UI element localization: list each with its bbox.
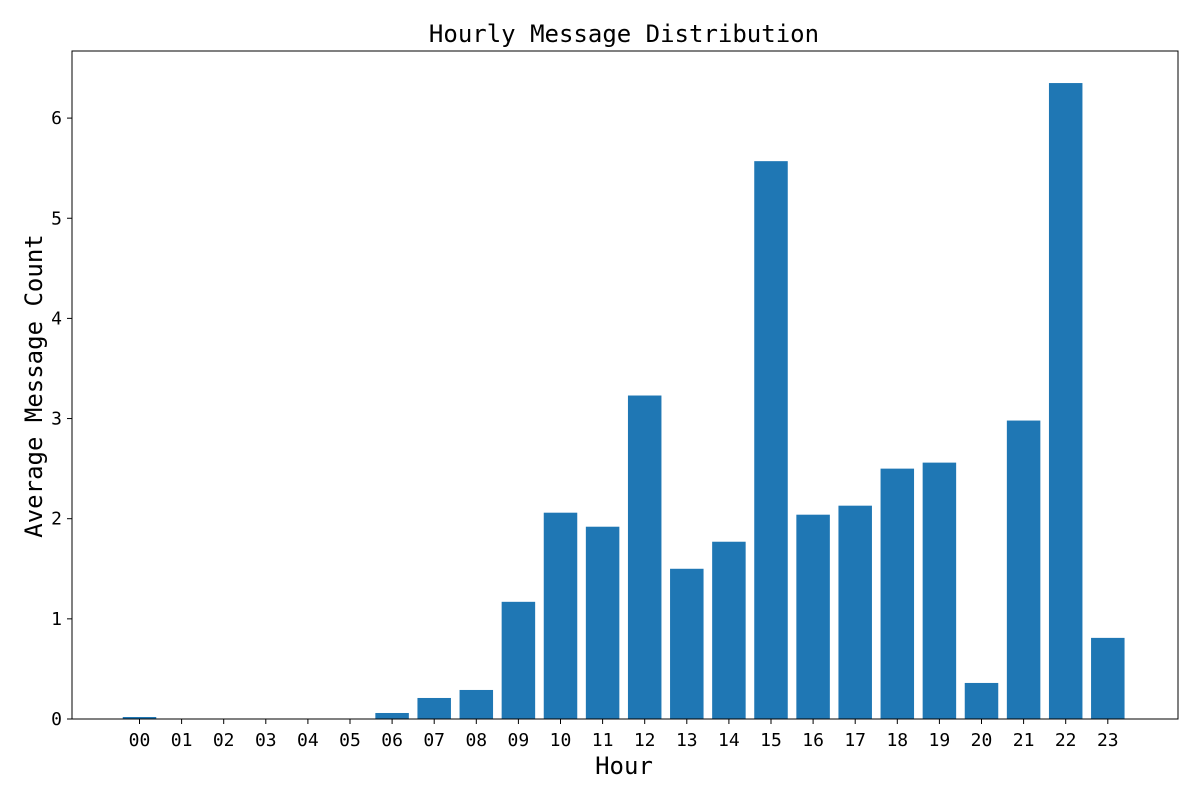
bar-22 (1048, 83, 1083, 720)
y-tick-label-4: 4 (51, 308, 62, 329)
x-axis: 00 01 02 03 04 05 06 07 08 09 10 11 12 13 14 15 16 17 18 19… (129, 719, 1119, 751)
x-tick-label-10: 10 (550, 730, 572, 751)
x-tick-label-04: 04 (297, 730, 319, 751)
x-tick-label-16: 16 (802, 730, 824, 751)
bar-14 (712, 541, 746, 719)
x-tick-label-00: 00 (129, 730, 151, 751)
bar-07 (417, 697, 451, 719)
x-tick-label-11: 11 (592, 730, 614, 751)
x-tick-label-07: 07 (423, 730, 445, 751)
x-tick-label-15: 15 (760, 730, 782, 751)
x-axis-title: Hour (595, 752, 653, 780)
bar-08 (459, 689, 494, 719)
x-tick-label-23: 23 (1097, 730, 1119, 751)
x-tick-label-19: 19 (929, 730, 951, 751)
bar-21 (1006, 420, 1041, 719)
x-tick-label-13: 13 (676, 730, 698, 751)
bar-19 (922, 462, 957, 719)
x-tick-label-17: 17 (844, 730, 866, 751)
x-tick-label-12: 12 (634, 730, 656, 751)
x-tick-label-09: 09 (508, 730, 530, 751)
x-tick-label-02: 02 (213, 730, 235, 751)
bar-16 (796, 514, 830, 719)
x-tick-label-20: 20 (971, 730, 993, 751)
bar-12 (627, 395, 662, 719)
y-tick-label-3: 3 (51, 409, 62, 430)
bar-11 (585, 526, 620, 719)
bar-20 (964, 682, 999, 719)
bars-group (122, 83, 1125, 720)
x-tick-label-14: 14 (718, 730, 740, 751)
y-axis: 0 1 2 3 4 5 6 (51, 108, 72, 730)
x-tick-label-03: 03 (255, 730, 277, 751)
y-axis-title: Average Message Count (20, 234, 48, 537)
bar-23 (1091, 637, 1125, 719)
x-tick-label-08: 08 (465, 730, 487, 751)
bar-15 (754, 161, 788, 719)
x-tick-label-21: 21 (1013, 730, 1035, 751)
chart-title: Hourly Message Distribution (429, 20, 819, 48)
y-tick-label-1: 1 (51, 609, 62, 630)
y-tick-label-2: 2 (51, 509, 62, 530)
x-tick-label-22: 22 (1055, 730, 1077, 751)
bar-17 (838, 505, 872, 719)
x-tick-label-06: 06 (381, 730, 403, 751)
bar-00 (122, 717, 157, 719)
bar-18 (880, 468, 915, 719)
x-tick-label-05: 05 (339, 730, 361, 751)
plot-frame (71, 50, 1179, 720)
x-tick-label-18: 18 (886, 730, 908, 751)
bar-13 (670, 568, 704, 719)
bar-10 (543, 512, 578, 719)
bar-06 (375, 712, 409, 719)
y-tick-label-6: 6 (51, 108, 62, 129)
bar-09 (501, 601, 536, 719)
y-tick-label-5: 5 (51, 208, 62, 229)
x-tick-label-01: 01 (171, 730, 193, 751)
y-tick-label-0: 0 (51, 709, 62, 730)
